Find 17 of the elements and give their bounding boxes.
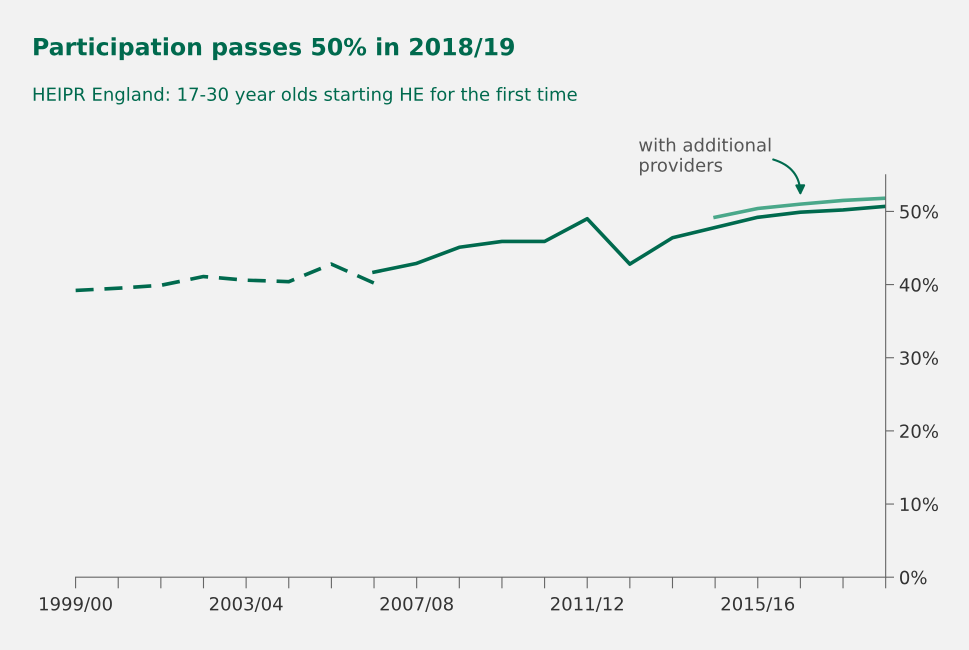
annotation: with additional providers: [639, 138, 770, 176]
y-tick-label: 0%: [900, 570, 927, 584]
x-tick-label: 2011/12: [551, 596, 623, 612]
x-tick-label: 2015/16: [722, 596, 794, 612]
line-series: [372, 204, 886, 274]
x-tick-label: 2003/04: [210, 596, 283, 612]
line-series: [713, 196, 886, 220]
x-tick-label: 1999/00: [40, 596, 112, 612]
line-series: [76, 262, 376, 292]
y-tick-label: 40%: [900, 278, 938, 292]
y-tick-label: 10%: [900, 498, 938, 512]
y-tick-label: 50%: [900, 204, 938, 219]
x-tick-label: 2007/08: [380, 596, 453, 612]
y-tick-label: 30%: [900, 351, 938, 365]
chart-title: Participation passes 50% in 2018/19: [34, 37, 514, 60]
y-tick-label: 20%: [900, 424, 938, 438]
chart-subtitle: HEIPR England: 17-30 year olds starting HE for the first time: [34, 87, 577, 105]
